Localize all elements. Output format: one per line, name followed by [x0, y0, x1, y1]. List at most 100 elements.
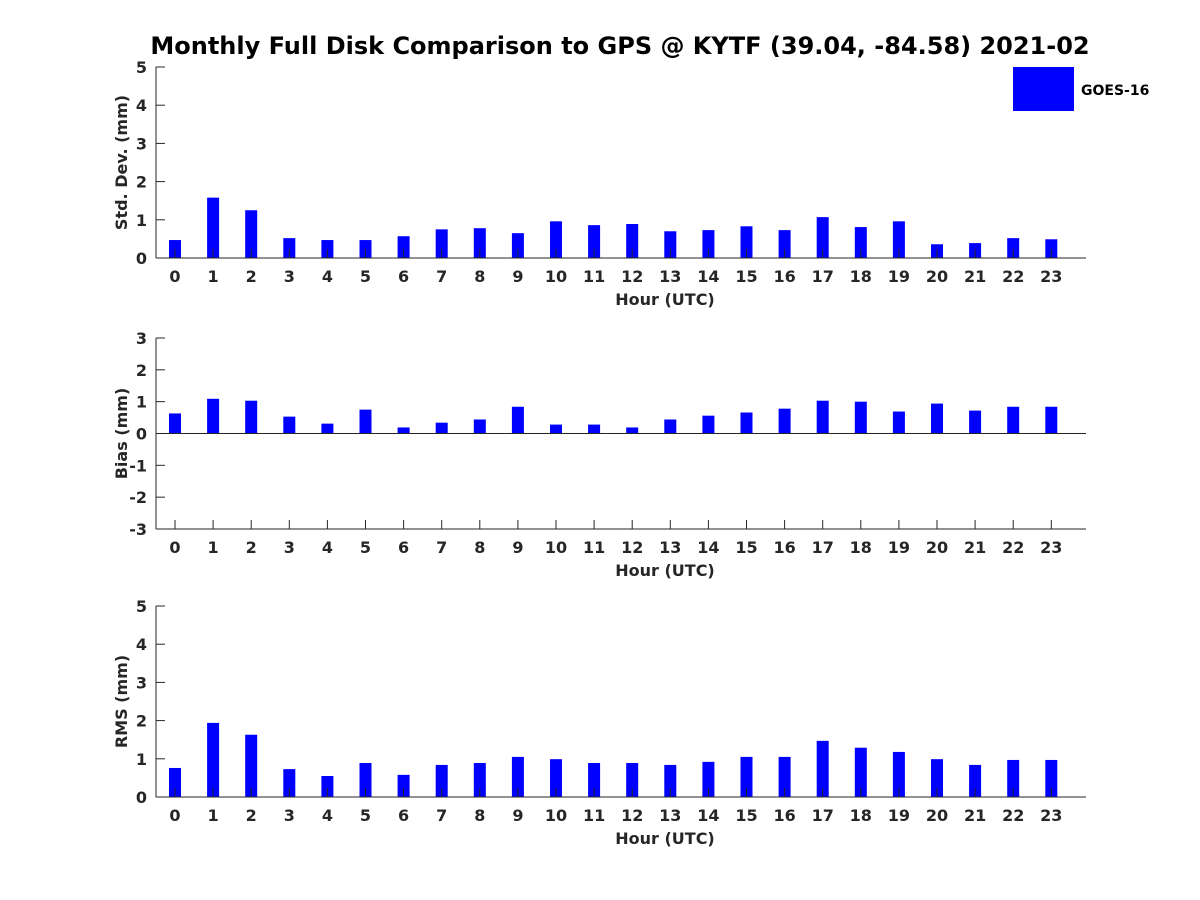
- bar-hour-16: [778, 408, 791, 434]
- x-tick-label: 0: [169, 806, 180, 825]
- bar-hour-12: [626, 224, 639, 258]
- y-tick-label: 5: [136, 597, 147, 616]
- bar-hour-15: [740, 756, 753, 797]
- x-tick-label: 13: [659, 806, 681, 825]
- x-tick-label: 18: [850, 806, 872, 825]
- x-tick-label: 21: [964, 538, 986, 557]
- x-tick-label: 2: [246, 806, 257, 825]
- bar-hour-17: [816, 740, 829, 797]
- x-tick-label: 23: [1040, 267, 1062, 286]
- bar-hour-14: [702, 761, 715, 797]
- bar-hour-19: [892, 221, 905, 258]
- bar-hour-15: [740, 412, 753, 434]
- rms-y-axis-label: RMS (mm): [112, 655, 131, 748]
- bar-hour-16: [778, 230, 791, 258]
- x-tick-label: 8: [474, 538, 485, 557]
- bar-hour-1: [207, 197, 220, 258]
- bar-hour-13: [664, 419, 677, 434]
- bar-hour-23: [1045, 239, 1058, 258]
- bar-hour-10: [550, 759, 562, 797]
- y-tick-label: -1: [129, 456, 147, 475]
- bar-hour-8: [473, 228, 486, 258]
- x-tick-label: 19: [888, 538, 910, 557]
- x-tick-label: 21: [964, 267, 986, 286]
- x-tick-label: 19: [888, 267, 910, 286]
- x-tick-label: 1: [208, 267, 219, 286]
- bar-hour-0: [169, 413, 181, 434]
- bar-hour-9: [511, 233, 524, 258]
- x-tick-label: 11: [583, 806, 605, 825]
- bar-hour-14: [702, 230, 715, 258]
- x-tick-label: 4: [322, 538, 333, 557]
- x-tick-label: 4: [322, 806, 333, 825]
- legend-label: GOES-16: [1081, 83, 1149, 99]
- x-tick-label: 20: [926, 267, 948, 286]
- y-tick-label: 4: [136, 96, 147, 115]
- bar-hour-8: [473, 419, 486, 434]
- x-tick-label: 0: [169, 538, 180, 557]
- x-tick-label: 22: [1002, 806, 1024, 825]
- bar-hour-17: [816, 217, 829, 258]
- bar-hour-13: [664, 231, 677, 258]
- x-tick-label: 7: [436, 538, 447, 557]
- x-tick-label: 11: [583, 538, 605, 557]
- x-tick-label: 1: [208, 538, 219, 557]
- bar-hour-6: [397, 774, 410, 797]
- x-tick-label: 6: [398, 267, 409, 286]
- y-tick-label: 2: [136, 173, 147, 192]
- bar-hour-10: [550, 221, 562, 258]
- x-tick-label: 8: [474, 806, 485, 825]
- y-tick-label: 1: [136, 750, 147, 769]
- bar-hour-4: [321, 775, 334, 797]
- x-tick-label: 22: [1002, 267, 1024, 286]
- bar-hour-11: [588, 763, 601, 797]
- bar-hour-1: [207, 722, 220, 797]
- y-tick-label: 4: [136, 635, 147, 654]
- bar-hour-9: [511, 756, 524, 797]
- x-tick-label: 13: [659, 538, 681, 557]
- bias-x-axis-label: Hour (UTC): [615, 561, 715, 580]
- x-tick-label: 3: [284, 806, 295, 825]
- bar-hour-17: [816, 400, 829, 434]
- x-tick-label: 9: [512, 538, 523, 557]
- bar-hour-23: [1045, 406, 1058, 434]
- x-tick-label: 6: [398, 806, 409, 825]
- bar-hour-7: [435, 229, 448, 258]
- bar-hour-15: [740, 226, 753, 258]
- bar-hour-22: [1007, 759, 1020, 797]
- x-tick-label: 15: [735, 538, 757, 557]
- std-dev-y-axis-label: Std. Dev. (mm): [112, 95, 131, 230]
- bar-hour-2: [245, 734, 258, 797]
- bar-hour-2: [245, 400, 258, 434]
- bar-hour-18: [854, 401, 867, 434]
- x-tick-label: 19: [888, 806, 910, 825]
- x-tick-label: 5: [360, 538, 371, 557]
- x-tick-label: 2: [246, 538, 257, 557]
- x-tick-label: 23: [1040, 806, 1062, 825]
- x-tick-label: 20: [926, 538, 948, 557]
- bar-hour-14: [702, 415, 715, 434]
- y-tick-label: 2: [136, 361, 147, 380]
- y-tick-label: 3: [136, 134, 147, 153]
- bar-hour-4: [321, 423, 334, 434]
- bar-hour-7: [435, 422, 448, 434]
- x-tick-label: 0: [169, 267, 180, 286]
- bar-hour-20: [931, 403, 943, 434]
- x-tick-label: 16: [773, 267, 795, 286]
- bar-hour-6: [397, 427, 410, 434]
- x-tick-label: 17: [812, 538, 834, 557]
- bar-hour-20: [931, 759, 943, 797]
- bar-hour-22: [1007, 406, 1020, 434]
- rms-x-axis-label: Hour (UTC): [615, 829, 715, 848]
- bar-hour-3: [283, 416, 296, 434]
- x-tick-label: 8: [474, 267, 485, 286]
- x-tick-label: 18: [850, 267, 872, 286]
- x-tick-label: 12: [621, 538, 643, 557]
- bar-hour-1: [207, 398, 220, 434]
- x-tick-label: 3: [284, 267, 295, 286]
- x-tick-label: 14: [697, 538, 719, 557]
- bar-hour-7: [435, 764, 448, 797]
- x-tick-label: 16: [773, 538, 795, 557]
